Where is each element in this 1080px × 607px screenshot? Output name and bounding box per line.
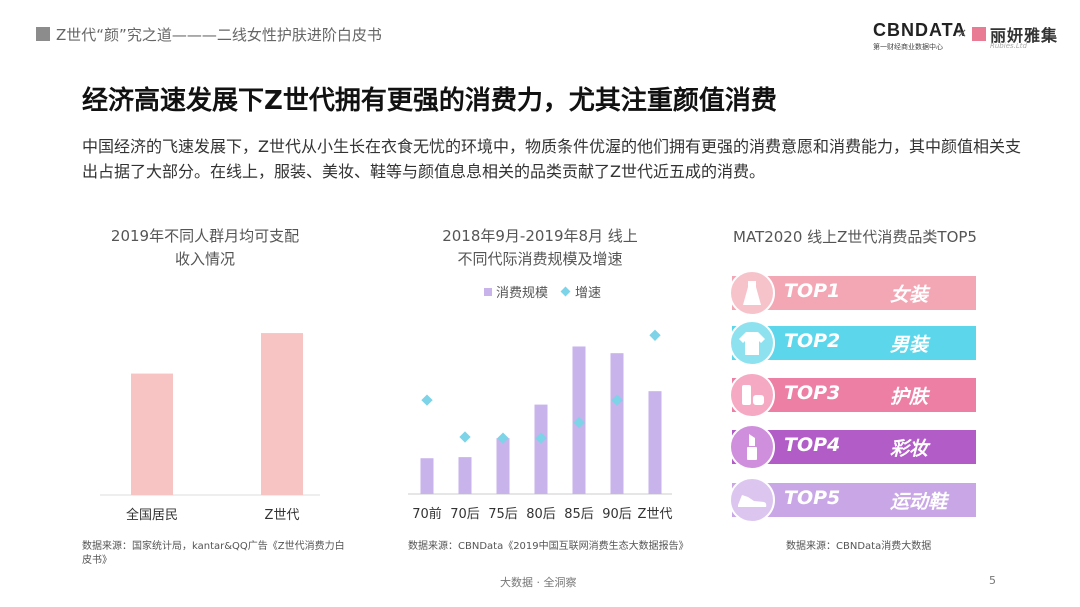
chart1-title-line2: 收入情况 <box>174 250 235 268</box>
chart2-volume-bar <box>458 457 472 494</box>
chart2-growth-point <box>459 431 471 443</box>
lipstick-icon <box>729 424 775 470</box>
top5-rank-4: TOP4 <box>784 434 841 456</box>
cbndata-logo: CBNDATA 第一财经商业数据中心 <box>873 20 966 52</box>
top5-row-3: TOP3 护肤 <box>729 372 976 418</box>
chart2-generation-bars: 70前 70后 75后 80后 85后 90后 Z世代 <box>408 329 673 522</box>
shirt-icon <box>729 320 775 366</box>
chart1-income-bars: 全国居民 Z世代 <box>100 333 320 523</box>
chart1-source-line2: 皮书》 <box>82 555 112 566</box>
chart1-title-line1: 2019年不同人群月均可支配 <box>110 227 300 245</box>
partner-logo-sub: Rubies.Ltd <box>990 42 1027 50</box>
chart2-category-label: Z世代 <box>638 507 673 522</box>
chart1-source: 数据来源：国家统计局，kantar&QQ广告《Z世代消费力白 皮书》 <box>82 540 372 568</box>
chart1-source-line1: 数据来源：国家统计局，kantar&QQ广告《Z世代消费力白 <box>82 541 345 552</box>
top5-category-1: 女装 <box>890 284 929 306</box>
logo-separator: × <box>957 26 968 40</box>
chart2-title: 2018年9月-2019年8月 线上 不同代际消费规模及增速 <box>420 225 660 271</box>
chart2-growth-point <box>421 394 433 406</box>
legend-growth-label: 增速 <box>575 286 602 301</box>
chart1-bar <box>131 373 173 495</box>
logo-main-text: CBNDATA <box>873 20 967 40</box>
top5-rank-5: TOP5 <box>784 487 841 509</box>
chart2-category-label: 90后 <box>602 507 632 522</box>
dress-icon <box>729 270 775 316</box>
partner-logo-mark <box>972 27 986 41</box>
chart2-category-label: 80后 <box>526 507 556 522</box>
legend-growth-swatch <box>560 286 571 297</box>
chart2-volume-bar <box>534 404 548 494</box>
sneaker-icon <box>729 477 775 523</box>
top5-row-2: TOP2 男装 <box>729 320 976 366</box>
chart1-category-label: Z世代 <box>265 508 300 523</box>
chart2-title-line2: 不同代际消费规模及增速 <box>457 250 623 268</box>
chart2-category-label: 70后 <box>450 507 480 522</box>
top5-rank-1: TOP1 <box>784 280 841 302</box>
chart2-source: 数据来源：CBNData《2019中国互联网消费生态大数据报告》 <box>408 541 689 552</box>
chart1-title: 2019年不同人群月均可支配 收入情况 <box>95 225 315 271</box>
chart2-title-line1: 2018年9月-2019年8月 线上 <box>442 227 638 245</box>
chart2-volume-bar <box>610 353 624 494</box>
chart2-volume-bar <box>496 438 510 494</box>
top5-category-3: 护肤 <box>890 386 929 408</box>
top5-category-2: 男装 <box>890 334 929 356</box>
partner-logo: 丽妍雅集 <box>972 22 1058 46</box>
chart2-category-label: 75后 <box>488 507 518 522</box>
chart2-growth-point <box>535 432 547 444</box>
chart1-category-label: 全国居民 <box>126 507 178 523</box>
legend-volume-label: 消费规模 <box>496 286 549 301</box>
chart2-volume-bar <box>420 458 434 494</box>
legend-volume-swatch <box>484 287 492 296</box>
skincare-icon <box>729 372 775 418</box>
logo-sub-text: 第一财经商业数据中心 <box>873 43 943 51</box>
chart2-growth-point <box>649 329 661 341</box>
chart2-category-label: 85后 <box>564 507 594 522</box>
chart2-category-label: 70前 <box>412 506 442 522</box>
chart3-source: 数据来源：CBNData消费大数据 <box>786 541 932 552</box>
top5-category-5: 运动鞋 <box>890 491 948 513</box>
top5-row-1: TOP1 女装 <box>729 270 976 316</box>
page-title: 经济高速发展下Z世代拥有更强的消费力，尤其注重颜值消费 <box>82 86 777 116</box>
intro-paragraph: 中国经济的飞速发展下，Z世代从小生长在衣食无忧的环境中，物质条件优渥的他们拥有更… <box>82 137 1021 181</box>
page-number: 5 <box>989 574 996 587</box>
top5-rank-3: TOP3 <box>784 382 841 404</box>
partner-logo-text: 丽妍雅集 <box>990 26 1059 45</box>
top5-row-4: TOP4 彩妆 <box>729 424 976 470</box>
chart2-volume-bar <box>648 391 662 494</box>
top5-category-4: 彩妆 <box>890 438 929 460</box>
top5-rank-2: TOP2 <box>784 330 841 352</box>
section-marker <box>36 27 50 41</box>
section-title: Z世代“颜”究之道———二线女性护肤进阶白皮书 <box>56 26 382 44</box>
chart3-title: MAT2020 线上Z世代消费品类TOP5 <box>733 228 977 246</box>
footer-tagline: 大数据 · 全洞察 <box>500 576 577 589</box>
chart2-legend: 消费规模 增速 <box>484 282 601 301</box>
top5-row-5: TOP5 运动鞋 <box>729 477 976 523</box>
chart1-bar <box>261 333 303 495</box>
